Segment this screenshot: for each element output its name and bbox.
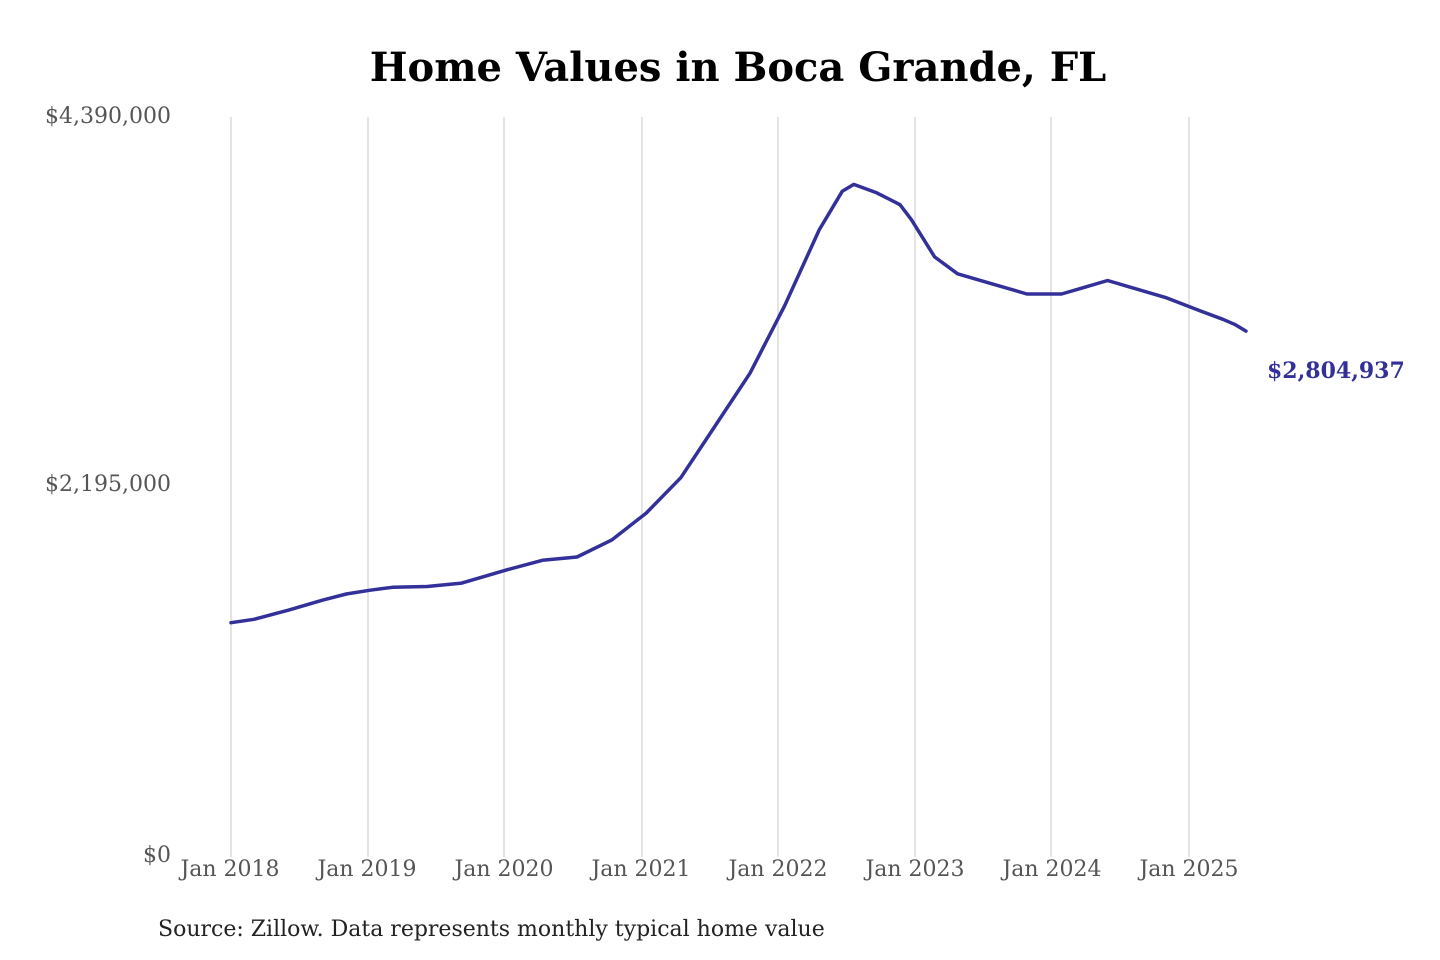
x-tick-label-2022: Jan 2022 <box>728 857 828 882</box>
source-note: Source: Zillow. Data represents monthly … <box>158 917 825 942</box>
x-tick-label-2019: Jan 2019 <box>317 857 417 882</box>
y-tick-label-zero: $0 <box>143 843 171 868</box>
y-tick-label-max: $4,390,000 <box>45 104 171 129</box>
series-line-home-value <box>229 182 1248 625</box>
x-tick-label-2025: Jan 2025 <box>1139 857 1239 882</box>
x-tick-label-2018: Jan 2018 <box>180 857 280 882</box>
x-tick-label-2024: Jan 2024 <box>1002 857 1102 882</box>
grid-lines <box>230 117 1190 857</box>
x-tick-label-2020: Jan 2020 <box>454 857 554 882</box>
y-tick-label-mid: $2,195,000 <box>45 472 171 497</box>
last-value-label: $2,804,937 <box>1267 358 1405 384</box>
chart-title: Home Values in Boca Grande, FL <box>369 44 1107 91</box>
x-tick-label-2023: Jan 2023 <box>865 857 965 882</box>
x-tick-label-2021: Jan 2021 <box>591 857 691 882</box>
